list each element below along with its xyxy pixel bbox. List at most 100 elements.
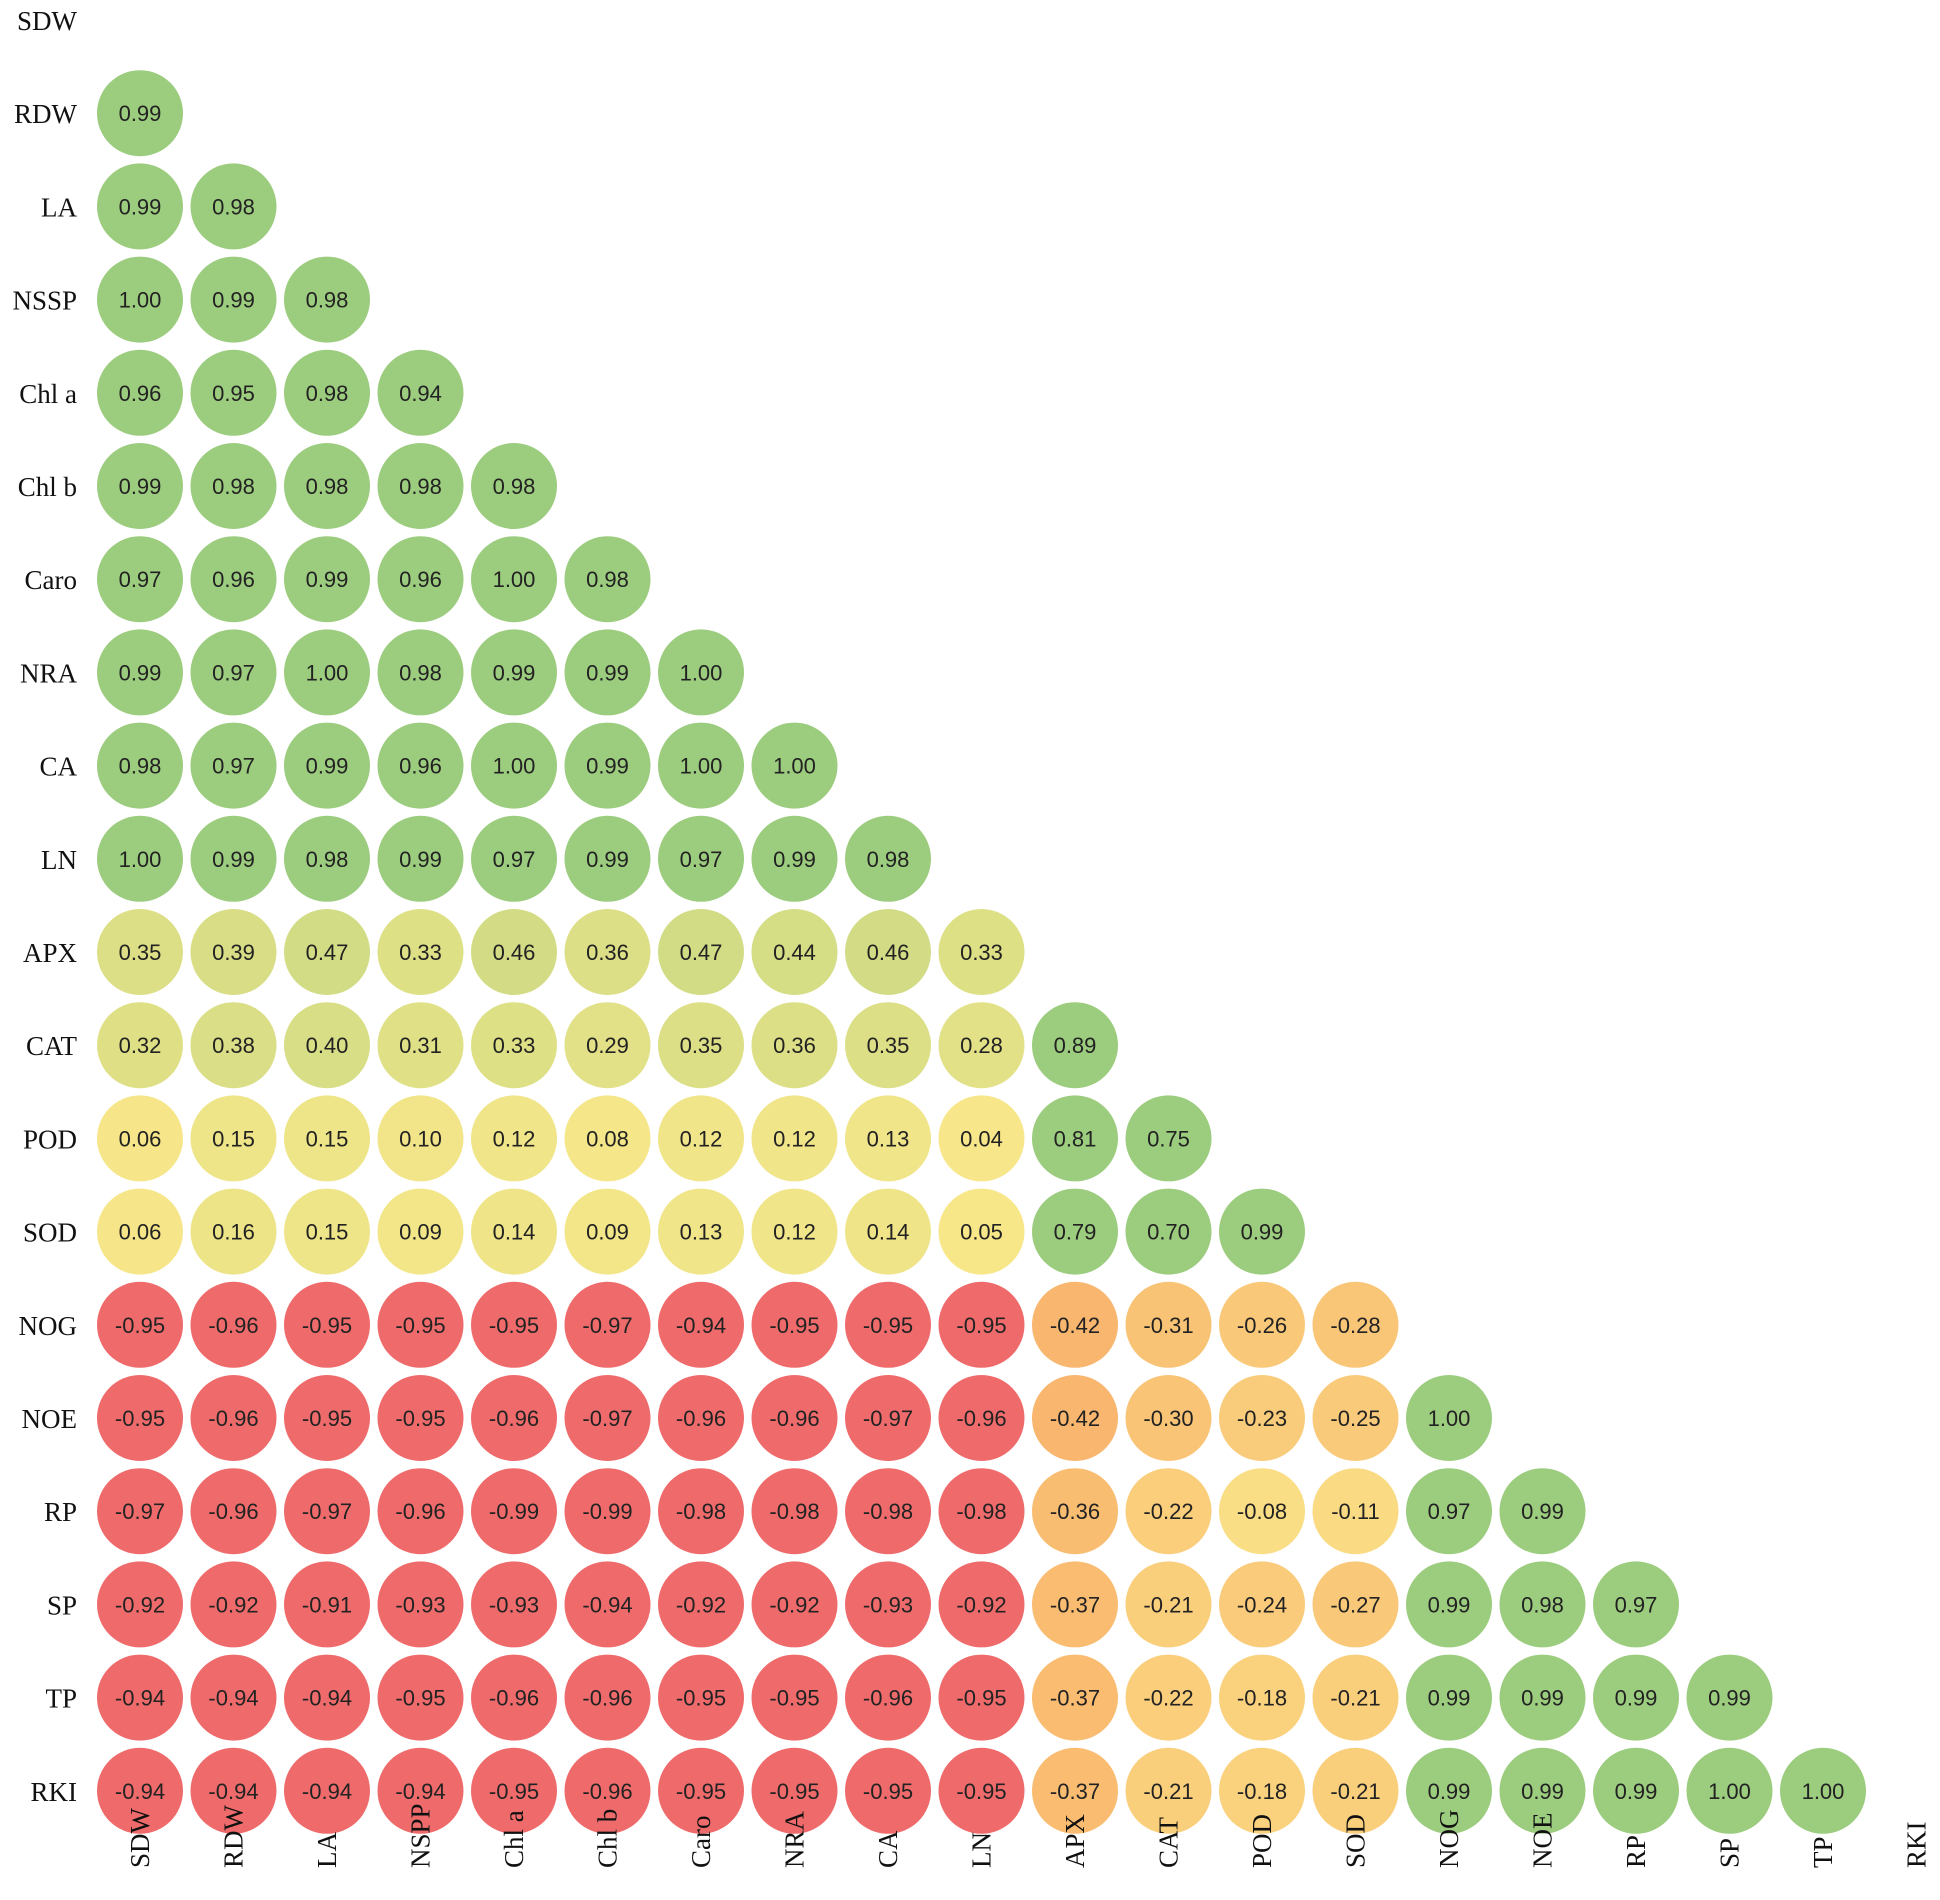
correlation-circle: [1780, 1747, 1866, 1834]
correlation-circle: [190, 256, 277, 343]
correlation-circle: [97, 443, 183, 529]
correlation-circle: [1125, 1281, 1212, 1368]
correlation-cells: 0.99 0.99 0.98 1.00 0.99 0.98 0.96 0.95 0.98 0.94…: [97, 70, 1866, 1834]
correlation-value: 0.97: [680, 847, 723, 872]
correlation-circle: [190, 443, 277, 529]
correlation-circle: [938, 1747, 1025, 1834]
correlation-circle: [471, 1095, 557, 1182]
correlation-circle: [377, 1002, 464, 1089]
correlation-value: -0.98: [863, 1499, 913, 1524]
correlation-circle: [845, 1747, 931, 1834]
correlation-circle: [471, 1561, 557, 1648]
correlation-circle: [471, 629, 557, 716]
correlation-circle: [1125, 1654, 1212, 1741]
correlation-circle: [1593, 1747, 1679, 1834]
correlation-circle: [938, 1561, 1025, 1648]
correlation-value: 0.99: [1615, 1686, 1658, 1711]
correlation-value: 0.98: [306, 474, 349, 499]
correlation-value: -0.97: [582, 1313, 632, 1338]
correlation-value: 0.98: [1521, 1592, 1564, 1617]
correlation-value: 0.99: [1521, 1779, 1564, 1804]
correlation-circle: [751, 1281, 838, 1368]
correlation-value: -0.95: [115, 1313, 165, 1338]
column-label: APX: [1060, 1813, 1090, 1868]
correlation-circle: [564, 536, 651, 623]
correlation-value: -0.96: [489, 1686, 539, 1711]
correlation-value: -0.95: [302, 1313, 352, 1338]
correlation-value: 0.70: [1147, 1220, 1190, 1245]
correlation-value: -0.98: [676, 1499, 726, 1524]
correlation-circle: [938, 1654, 1025, 1741]
correlation-circle: [1032, 1095, 1118, 1182]
correlation-circle: [938, 1468, 1025, 1555]
column-label: Caro: [686, 1816, 716, 1868]
correlation-circle: [658, 1468, 744, 1555]
correlation-value: -0.42: [1050, 1406, 1100, 1431]
correlation-value: -0.93: [395, 1592, 445, 1617]
correlation-circle: [1219, 1188, 1305, 1275]
correlation-circle: [1125, 1188, 1212, 1275]
row-label: NSSP: [12, 286, 77, 316]
correlation-circle: [1125, 1561, 1212, 1648]
correlation-value: -0.95: [956, 1313, 1006, 1338]
correlation-value: 0.99: [1521, 1499, 1564, 1524]
correlation-circle: [658, 1095, 744, 1182]
correlation-value: 0.97: [212, 754, 255, 779]
correlation-circle: [471, 1188, 557, 1275]
correlation-value: -0.92: [769, 1592, 819, 1617]
correlation-circle: [1312, 1468, 1399, 1555]
correlation-circle: [284, 629, 370, 716]
correlation-value: -0.37: [1050, 1686, 1100, 1711]
correlation-circle: [97, 163, 183, 250]
correlation-circle: [97, 1281, 183, 1368]
correlation-value: -0.96: [208, 1499, 258, 1524]
correlation-circle: [1406, 1468, 1492, 1555]
correlation-circle: [751, 1561, 838, 1648]
correlation-value: -0.96: [676, 1406, 726, 1431]
correlation-circle: [190, 722, 277, 809]
correlation-value: 0.14: [867, 1220, 910, 1245]
correlation-circle: [190, 1188, 277, 1275]
correlation-value: -0.95: [489, 1779, 539, 1804]
correlation-circle: [97, 1747, 183, 1834]
correlation-circle: [845, 1468, 931, 1555]
correlation-value: -0.18: [1237, 1779, 1287, 1804]
correlation-circle: [97, 1468, 183, 1555]
correlation-circle: [284, 1747, 370, 1834]
correlation-value: -0.95: [676, 1779, 726, 1804]
correlation-value: 0.99: [1428, 1592, 1471, 1617]
correlation-value: -0.99: [582, 1499, 632, 1524]
correlation-circle: [190, 1468, 277, 1555]
correlation-circle: [284, 722, 370, 809]
row-label: Chl a: [19, 379, 77, 409]
correlation-circle: [1032, 1561, 1118, 1648]
correlation-value: -0.94: [395, 1779, 445, 1804]
correlation-value: 0.06: [119, 1126, 162, 1151]
correlation-circle: [1406, 1654, 1492, 1741]
correlation-value: -0.21: [1330, 1779, 1380, 1804]
correlation-circle: [938, 1281, 1025, 1368]
correlation-value: 0.99: [586, 754, 629, 779]
correlation-value: 0.31: [399, 1033, 442, 1058]
correlation-value: 0.10: [399, 1126, 442, 1151]
column-label: NRA: [780, 1810, 810, 1868]
row-label: SDW: [17, 6, 78, 36]
correlation-circle: [190, 909, 277, 995]
correlation-circle: [284, 1468, 370, 1555]
correlation-value: -0.98: [956, 1499, 1006, 1524]
correlation-circle: [190, 536, 277, 623]
correlation-circle: [377, 1561, 464, 1648]
correlation-circle: [658, 1002, 744, 1089]
correlation-circle: [658, 909, 744, 995]
row-label: NOE: [22, 1404, 78, 1434]
correlation-value: 0.12: [773, 1126, 816, 1151]
correlation-circle: [471, 1375, 557, 1461]
row-label: APX: [23, 938, 78, 968]
correlation-circle: [1499, 1468, 1586, 1555]
correlation-circle: [658, 722, 744, 809]
correlation-circle: [751, 815, 838, 902]
correlation-value: 0.09: [399, 1220, 442, 1245]
correlation-value: 0.96: [119, 381, 162, 406]
correlation-value: 0.98: [212, 474, 255, 499]
correlation-circle: [658, 1188, 744, 1275]
